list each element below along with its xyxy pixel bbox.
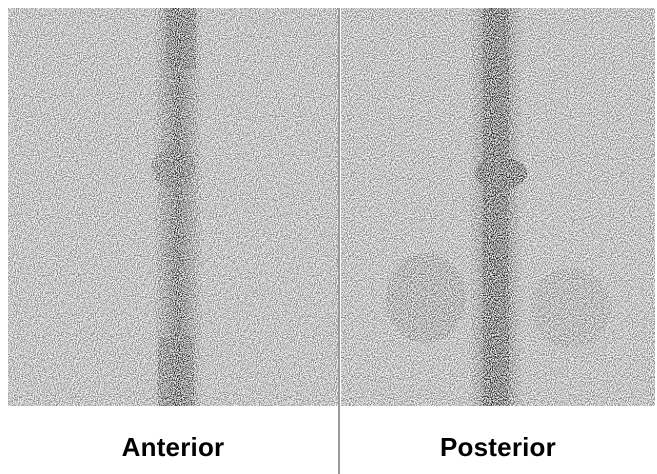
panel-divider bbox=[338, 8, 340, 474]
anterior-scan-graphic bbox=[8, 8, 338, 406]
anterior-scan-image bbox=[8, 8, 338, 406]
anterior-label: Anterior bbox=[121, 432, 225, 462]
posterior-scan-graphic bbox=[341, 8, 655, 406]
posterior-scan-image bbox=[341, 8, 655, 406]
posterior-label: Posterior bbox=[440, 432, 556, 462]
